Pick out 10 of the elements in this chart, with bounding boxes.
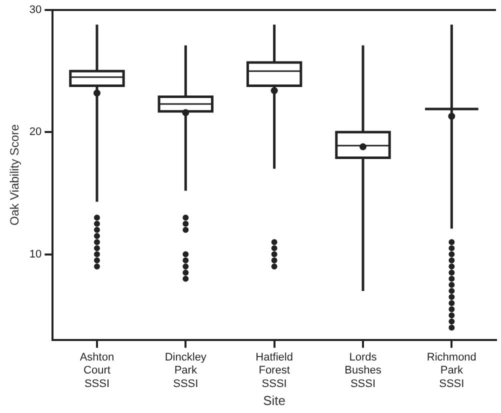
y-tick-label: 20 xyxy=(29,126,42,138)
x-axis-title: Site xyxy=(263,392,286,408)
y-tick-label: 10 xyxy=(29,248,42,260)
x-tick-label: Ashton Court SSSI xyxy=(80,351,114,390)
x-tick-label: Dinckley Park SSSI xyxy=(164,351,207,390)
y-tick-label: 30 xyxy=(29,4,42,16)
x-tick-label: Richmond Park SSSI xyxy=(426,351,476,390)
y-axis-title: Oak Viability Score xyxy=(8,124,22,226)
x-tick-label: Hatfield Forest SSSI xyxy=(256,351,293,390)
x-tick-label: Lords Bushes SSSI xyxy=(344,351,382,390)
